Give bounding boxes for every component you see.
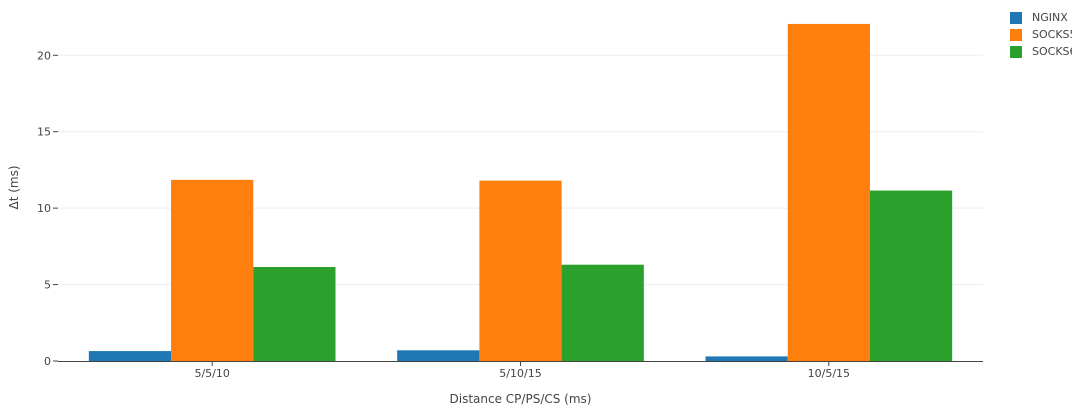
- legend-item-nginx[interactable]: NGINX: [1010, 9, 1072, 26]
- y-tick-label: 20: [37, 49, 51, 62]
- legend-item-socks5[interactable]: SOCKS5: [1010, 26, 1072, 43]
- x-axis-title: Distance CP/PS/CS (ms): [450, 392, 592, 406]
- y-tick-label: 5: [44, 279, 51, 292]
- bar-socks6-3[interactable]: [869, 190, 953, 361]
- bar-socks5-1[interactable]: [171, 179, 254, 361]
- y-tick-label: 10: [37, 202, 51, 215]
- bar-socks5-2[interactable]: [479, 180, 562, 361]
- legend-label-socks6: SOCKS6: [1032, 45, 1072, 58]
- bar-nginx-3[interactable]: [705, 356, 788, 361]
- y-axis-title: Δt (ms): [7, 165, 21, 209]
- y-tick-label: 15: [37, 126, 51, 139]
- legend-item-socks6[interactable]: SOCKS6: [1010, 43, 1072, 60]
- bar-socks5-3[interactable]: [787, 23, 870, 361]
- legend-label-nginx: NGINX: [1032, 11, 1068, 24]
- legend-swatch-nginx: [1010, 11, 1022, 24]
- x-axis-ticks: 5/5/10 5/10/15 10/5/15: [194, 361, 850, 380]
- legend-swatch-socks5: [1010, 28, 1022, 41]
- bars: [88, 23, 953, 361]
- legend-swatch-socks6: [1010, 45, 1022, 58]
- x-tick-label: 10/5/15: [808, 367, 850, 380]
- bar-socks6-1[interactable]: [253, 266, 336, 361]
- x-tick-label: 5/5/10: [194, 367, 229, 380]
- bar-nginx-1[interactable]: [88, 351, 172, 361]
- x-tick-label: 5/10/15: [499, 367, 541, 380]
- y-axis-ticks: 0 5 10 15 20: [37, 49, 58, 368]
- legend-label-socks5: SOCKS5: [1032, 28, 1072, 41]
- bar-socks6-2[interactable]: [561, 264, 644, 361]
- bar-nginx-2[interactable]: [397, 350, 480, 361]
- legend[interactable]: NGINX SOCKS5 SOCKS6: [1010, 9, 1072, 60]
- y-tick-label: 0: [44, 355, 51, 368]
